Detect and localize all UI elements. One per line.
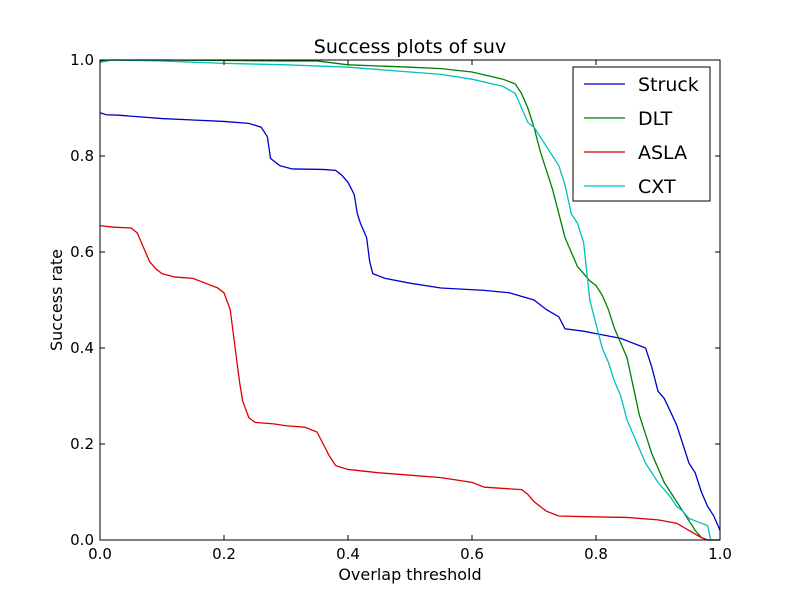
series-line-cxt (99, 59, 720, 541)
x-axis-label: Overlap threshold (338, 565, 481, 584)
x-tick-label: 0.6 (460, 545, 484, 563)
y-tick-label: 1.0 (70, 51, 94, 69)
x-axis-ticks: 0.0 0.2 0.4 0.6 0.8 1.0 (88, 60, 732, 563)
x-tick-label: 0.0 (88, 545, 112, 563)
series-line-struck (99, 112, 721, 531)
x-tick-label: 1.0 (708, 545, 732, 563)
legend-label-dlt: DLT (638, 108, 673, 130)
y-tick-label: 0.8 (70, 147, 94, 165)
plot-frame (99, 59, 721, 541)
y-axis-label: Success rate (47, 249, 66, 351)
series-line-dlt (99, 59, 720, 541)
y-tick-label: 0.2 (70, 435, 94, 453)
y-tick-label: 0.6 (70, 243, 94, 261)
legend-label-struck: Struck (638, 74, 699, 96)
y-tick-label: 0.0 (70, 531, 94, 549)
chart-title: Success plots of suv (314, 36, 506, 58)
legend-label-asla: ASLA (638, 142, 687, 164)
legend: Struck DLT ASLA CXT (572, 66, 711, 202)
x-tick-label: 0.2 (212, 545, 236, 563)
y-axis-ticks: 0.0 0.2 0.4 0.6 0.8 1.0 (70, 51, 720, 549)
y-tick-label: 0.4 (70, 339, 94, 357)
series-line-asla (99, 224, 720, 541)
legend-box (572, 66, 711, 202)
x-tick-label: 0.4 (336, 545, 360, 563)
x-tick-label: 0.8 (584, 545, 608, 563)
legend-label-cxt: CXT (638, 176, 676, 198)
